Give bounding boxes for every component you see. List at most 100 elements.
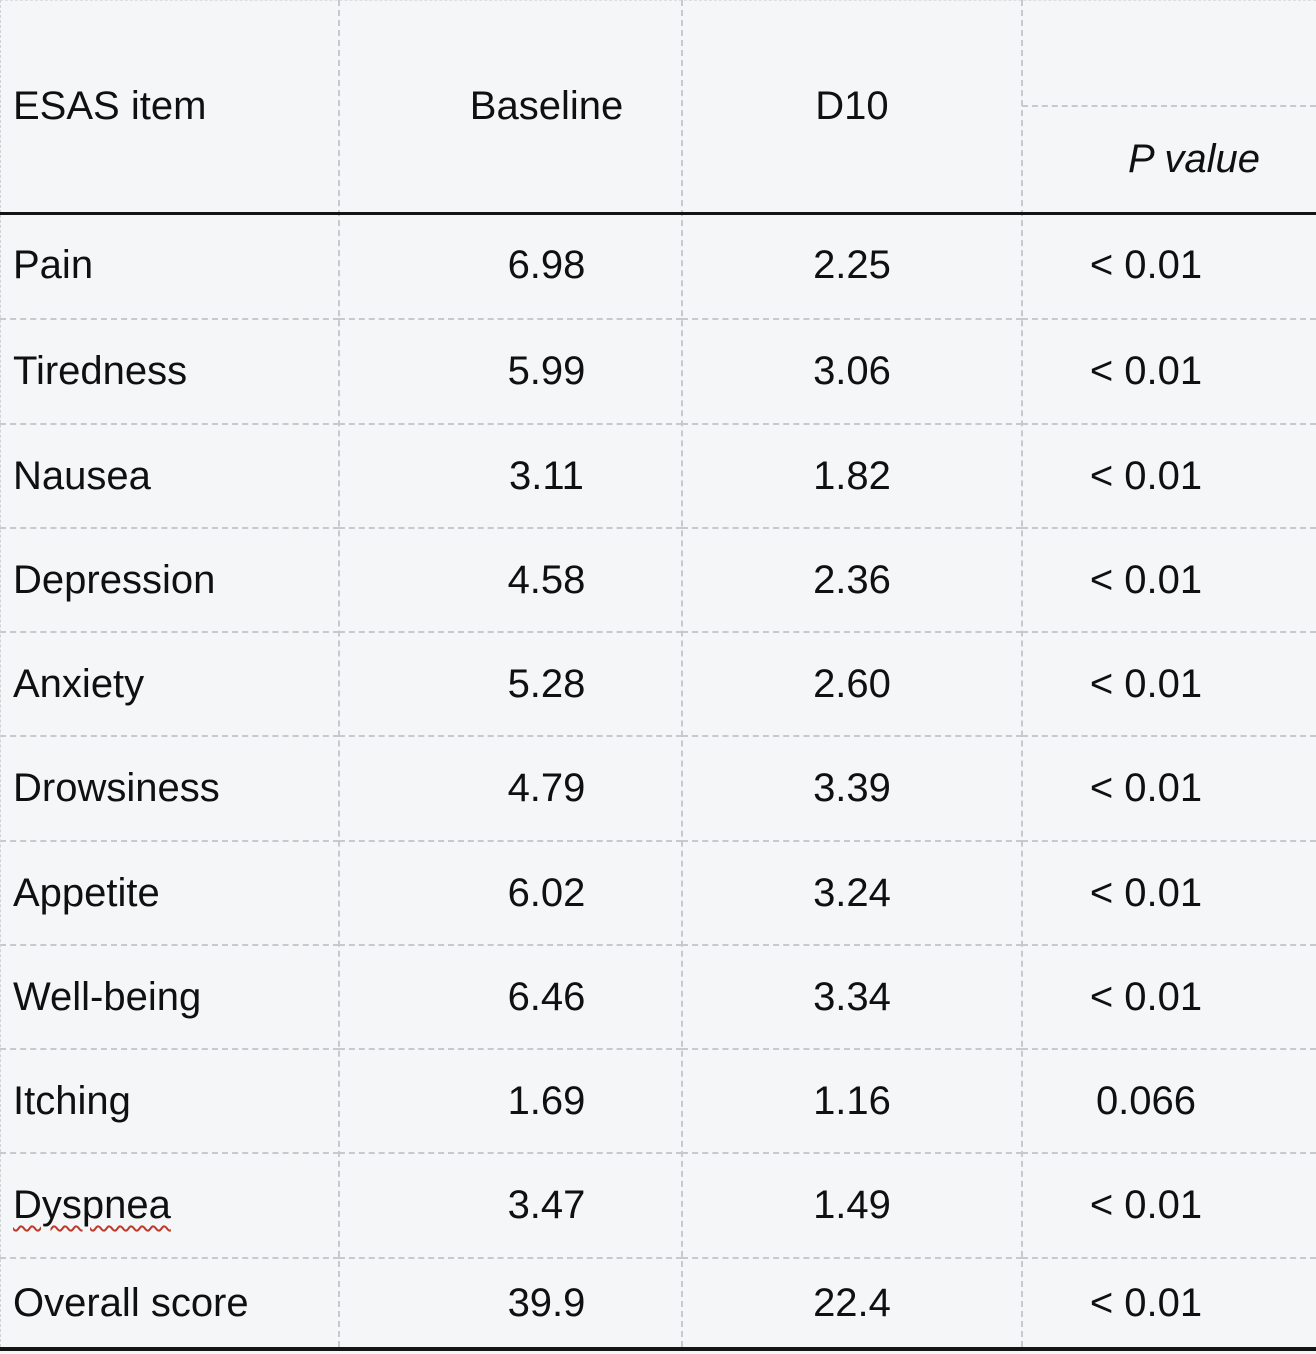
item-label: Overall score xyxy=(13,1280,249,1325)
table-row-item: Depression xyxy=(0,527,339,631)
d10-value: 3.06 xyxy=(813,349,891,393)
baseline-value: 5.99 xyxy=(507,349,586,393)
table-row-p: < 0.01 xyxy=(1022,212,1316,318)
table-row-baseline: 6.46 xyxy=(339,944,682,1048)
header-d10-label: D10 xyxy=(815,83,889,128)
p-value: < 0.01 xyxy=(1089,349,1203,393)
table-row-d10: 2.60 xyxy=(682,631,1022,735)
table-row-p: < 0.01 xyxy=(1022,840,1316,944)
table-row-baseline: 6.98 xyxy=(339,212,682,318)
item-label-misspelled: Dyspnea xyxy=(13,1183,171,1227)
table-row-p: < 0.01 xyxy=(1022,318,1316,423)
table-row-baseline: 1.69 xyxy=(339,1048,682,1152)
p-value: < 0.01 xyxy=(1089,661,1203,706)
table-row-d10: 1.49 xyxy=(682,1152,1022,1257)
table-row-baseline: 4.79 xyxy=(339,735,682,840)
column-gridline xyxy=(338,0,340,1347)
baseline-value: 3.11 xyxy=(509,453,584,498)
column-gridline xyxy=(1021,0,1023,1347)
d10-value: 22.4 xyxy=(813,1280,891,1325)
p-value: < 0.01 xyxy=(1089,1183,1203,1227)
p-value: < 0.01 xyxy=(1089,1280,1203,1325)
d10-value: 2.60 xyxy=(813,661,891,706)
p-value: < 0.01 xyxy=(1089,453,1203,498)
item-label: Anxiety xyxy=(13,661,145,706)
p-value: < 0.01 xyxy=(1089,242,1203,287)
d10-value: 3.24 xyxy=(813,870,891,915)
d10-value: 1.82 xyxy=(813,453,891,498)
table-row-d10: 2.25 xyxy=(682,212,1022,318)
table-row-p: < 0.01 xyxy=(1022,1257,1316,1347)
header-divider-rule xyxy=(0,212,1316,215)
table-row-item: Well-being xyxy=(0,944,339,1048)
header-p-value-label: P value xyxy=(1128,137,1260,181)
table-row-d10: 3.24 xyxy=(682,840,1022,944)
d10-value: 2.36 xyxy=(813,557,891,602)
p-value: < 0.01 xyxy=(1089,766,1203,810)
baseline-value: 1.69 xyxy=(507,1078,586,1123)
baseline-value: 3.47 xyxy=(507,1183,586,1227)
table-row-baseline: 5.99 xyxy=(339,318,682,423)
table-row-item: Overall score xyxy=(0,1257,339,1347)
item-label: Well-being xyxy=(13,974,202,1019)
p-value: < 0.01 xyxy=(1089,557,1203,602)
table-row-d10: 3.34 xyxy=(682,944,1022,1048)
header-empty-subcell xyxy=(1022,0,1316,105)
table-row-d10: 3.06 xyxy=(682,318,1022,423)
baseline-value: 4.79 xyxy=(507,766,586,810)
header-p-value-subcell: P value xyxy=(1022,105,1316,212)
table-row-p: < 0.01 xyxy=(1022,423,1316,527)
item-label: Itching xyxy=(13,1078,131,1123)
header-baseline-label: Baseline xyxy=(469,83,624,128)
header-baseline: Baseline xyxy=(339,0,682,212)
table-row-p: < 0.01 xyxy=(1022,631,1316,735)
table-row-p: < 0.01 xyxy=(1022,1152,1316,1257)
table-row-baseline: 5.28 xyxy=(339,631,682,735)
item-label: Appetite xyxy=(13,870,160,915)
item-label: Depression xyxy=(13,557,216,602)
table-row-item: Pain xyxy=(0,212,339,318)
p-value: < 0.01 xyxy=(1089,974,1203,1019)
table-row-baseline: 6.02 xyxy=(339,840,682,944)
table-row-d10: 1.82 xyxy=(682,423,1022,527)
table-row-baseline: 3.11 xyxy=(339,423,682,527)
table-row-item: Anxiety xyxy=(0,631,339,735)
table-row-p: < 0.01 xyxy=(1022,735,1316,840)
p-value: 0.066 xyxy=(1095,1078,1197,1123)
header-esas-item: ESAS item xyxy=(0,0,339,212)
baseline-value: 6.02 xyxy=(507,870,586,915)
table-row-d10: 1.16 xyxy=(682,1048,1022,1152)
table-row-p: 0.066 xyxy=(1022,1048,1316,1152)
p-value: < 0.01 xyxy=(1089,870,1203,915)
table-row-d10: 2.36 xyxy=(682,527,1022,631)
table-row-item: Itching xyxy=(0,1048,339,1152)
table-row-p: < 0.01 xyxy=(1022,944,1316,1048)
table-row-p: < 0.01 xyxy=(1022,527,1316,631)
table-row-d10: 22.4 xyxy=(682,1257,1022,1347)
table-row-baseline: 3.47 xyxy=(339,1152,682,1257)
d10-value: 1.16 xyxy=(813,1078,891,1123)
baseline-value: 5.28 xyxy=(507,661,586,706)
table-row-item: Tiredness xyxy=(0,318,339,423)
table-bottom-rule xyxy=(0,1347,1316,1351)
table-row-item: Dyspnea xyxy=(0,1152,339,1257)
table-row-baseline: 4.58 xyxy=(339,527,682,631)
d10-value: 2.25 xyxy=(813,242,891,287)
table-row-item: Nausea xyxy=(0,423,339,527)
table-row-item: Drowsiness xyxy=(0,735,339,840)
table-row-baseline: 39.9 xyxy=(339,1257,682,1347)
table-row-d10: 3.39 xyxy=(682,735,1022,840)
baseline-value: 6.46 xyxy=(507,974,586,1019)
baseline-value: 39.9 xyxy=(507,1280,586,1325)
item-label: Nausea xyxy=(13,453,151,498)
d10-value: 3.39 xyxy=(813,766,891,810)
header-d10: D10 xyxy=(682,0,1022,212)
item-label: Drowsiness xyxy=(13,766,220,810)
table-left-gridline xyxy=(0,0,1,1347)
d10-value: 1.49 xyxy=(813,1183,891,1227)
header-p-value-cell: P value xyxy=(1022,0,1316,212)
d10-value: 3.34 xyxy=(813,974,891,1019)
baseline-value: 4.58 xyxy=(507,557,586,602)
